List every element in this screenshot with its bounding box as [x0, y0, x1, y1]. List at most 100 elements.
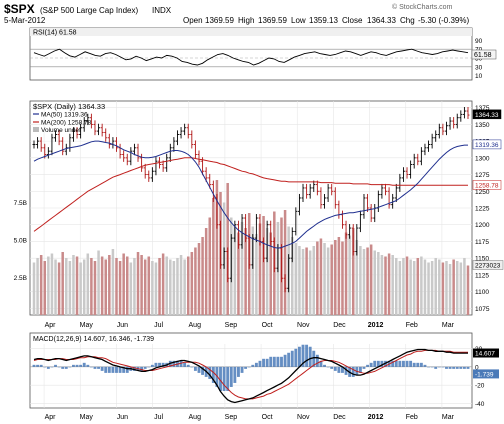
volume-bar — [190, 252, 194, 315]
price-tick-label: 1125 — [475, 272, 489, 279]
macd-histogram-bar — [427, 366, 430, 368]
macd-histogram-bar — [330, 366, 334, 369]
price-bar — [294, 207, 298, 236]
volume-bar — [186, 256, 190, 315]
macd-histogram-bar — [423, 364, 427, 367]
macd-histogram-bar — [32, 364, 36, 367]
macd-histogram-bar — [315, 354, 319, 367]
price-bar — [150, 167, 154, 182]
watermark: © StockCharts.com — [392, 3, 453, 11]
volume-bar — [391, 255, 394, 315]
macd-histogram-bar — [448, 366, 452, 369]
price-bar — [190, 130, 194, 149]
price-tick-label: 1275 — [475, 172, 490, 179]
macd-x-label: Mar — [442, 414, 455, 421]
macd-histogram-bar — [161, 362, 165, 367]
volume-bar — [43, 261, 47, 315]
price-bar — [107, 133, 111, 149]
price-tick-label: 1150 — [475, 256, 489, 263]
price-bar — [362, 193, 366, 219]
chg-value: -5.30 (-0.39%) — [418, 16, 469, 25]
volume-bar — [319, 238, 323, 315]
volume-bar — [68, 261, 72, 315]
badge-text: 2273023 — [475, 263, 501, 270]
volume-bar — [334, 240, 337, 315]
volume-bar — [369, 244, 373, 315]
volume-bar — [212, 198, 215, 315]
macd-histogram-bar — [394, 360, 398, 367]
volume-bar — [427, 262, 430, 315]
volume-legend-swatch — [33, 127, 39, 132]
price-bar — [197, 150, 201, 166]
price-bar — [86, 113, 90, 126]
exchange: INDX — [152, 6, 172, 15]
open-value: 1369.59 — [205, 16, 234, 25]
price-bar — [36, 137, 40, 149]
volume-bar — [258, 223, 262, 315]
volume-bar — [344, 232, 348, 315]
price-bar — [154, 157, 158, 176]
macd-histogram-bar — [233, 366, 237, 383]
open-label: Open — [183, 16, 203, 25]
macd-histogram-bar — [150, 364, 154, 367]
price-bar — [283, 274, 287, 293]
macd-histogram-bar — [201, 366, 205, 375]
volume-bar — [72, 255, 75, 315]
volume-bar — [151, 261, 154, 315]
volume-bar — [265, 228, 269, 315]
price-x-label: Apr — [45, 322, 57, 329]
rsi-tick-label: 90 — [475, 38, 483, 45]
macd-histogram-bar — [455, 366, 459, 369]
price-bar — [161, 160, 165, 172]
macd-histogram-bar — [337, 366, 341, 373]
volume-bar — [398, 261, 402, 315]
volume-bar — [108, 255, 111, 315]
macd-histogram-bar — [89, 366, 93, 368]
volume-bar — [416, 258, 420, 315]
volume-bar — [161, 253, 165, 315]
macd-histogram-bar — [179, 360, 183, 367]
price-bar — [247, 234, 251, 269]
macd-x-label: May — [80, 414, 94, 421]
volume-bar — [294, 243, 298, 315]
price-bar — [204, 167, 208, 182]
price-bar — [427, 140, 431, 152]
price-tick-label: 1100 — [475, 289, 489, 296]
macd-histogram-bar — [244, 366, 248, 369]
macd-histogram-bar — [276, 356, 280, 367]
volume-bar — [90, 258, 93, 315]
macd-histogram-bar — [50, 366, 54, 368]
volume-bar — [323, 243, 326, 315]
volume-bar — [355, 240, 359, 315]
low-value: 1359.13 — [309, 16, 338, 25]
volume-bar — [351, 228, 355, 315]
price-bar — [89, 113, 93, 129]
price-bar — [459, 110, 463, 122]
histogram-value-badge: -1.739 — [473, 369, 499, 379]
price-x-label: Mar — [442, 322, 455, 329]
macd-histogram-bar — [104, 366, 108, 373]
price-bar — [39, 137, 43, 152]
price-bar — [172, 137, 176, 152]
price-bar — [57, 130, 61, 146]
macd-histogram-bar — [254, 362, 258, 367]
macd-histogram-bar — [226, 366, 230, 391]
volume-bar — [420, 256, 423, 315]
price-bar — [46, 147, 50, 159]
price-bar — [437, 123, 441, 139]
volume-bar — [423, 259, 427, 315]
macd-histogram-bar — [247, 366, 251, 368]
price-bar — [398, 173, 402, 192]
price-x-label: Feb — [406, 322, 418, 329]
price-bar — [114, 137, 118, 152]
macd-histogram-bar — [290, 350, 294, 367]
macd-histogram-bar — [272, 356, 276, 367]
price-x-label: Jul — [154, 322, 163, 329]
price-bar — [122, 150, 126, 162]
volume-bar — [438, 259, 441, 315]
price-bar — [168, 143, 172, 162]
volume-bar — [251, 226, 255, 315]
volume-bar — [373, 250, 376, 315]
macd-histogram-bar — [147, 366, 151, 368]
volume-bar — [441, 262, 445, 315]
